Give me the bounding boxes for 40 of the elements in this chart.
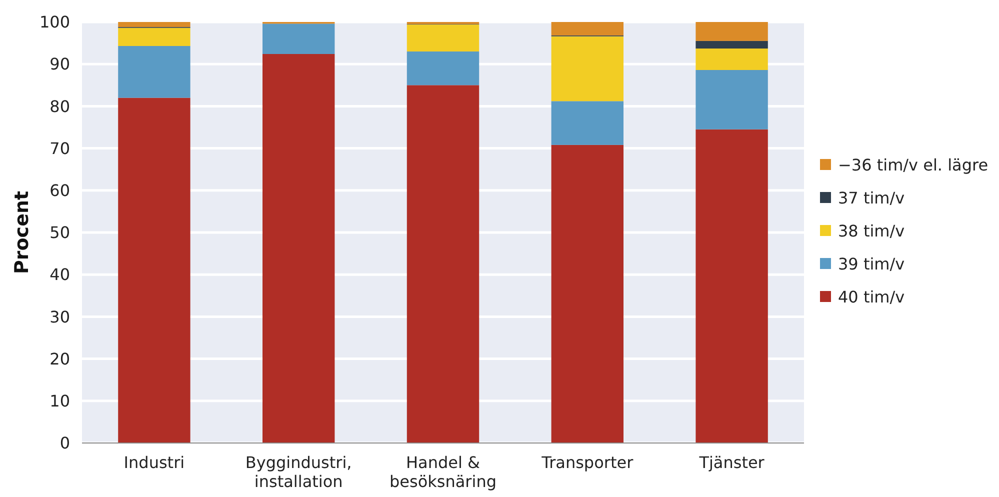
- legend-label: −36 tim/v el. lägre: [838, 156, 988, 175]
- bar: [262, 54, 335, 443]
- bar: [696, 40, 768, 49]
- legend-label: 39 tim/v: [838, 254, 905, 274]
- y-tick-label: 20: [50, 349, 70, 368]
- y-tick-label: 40: [50, 265, 70, 284]
- y-tick-label: 0: [60, 434, 70, 453]
- bar: [118, 46, 190, 98]
- bar: [551, 22, 624, 36]
- y-tick-label: 50: [50, 223, 70, 242]
- bar: [262, 24, 335, 54]
- y-tick-label: 90: [50, 54, 70, 74]
- y-tick-label: 80: [50, 96, 70, 116]
- legend-label: 37 tim/v: [838, 188, 905, 208]
- y-tick-label: 60: [50, 181, 70, 200]
- y-axis-title: Procent: [11, 190, 33, 274]
- bar: [118, 28, 190, 46]
- bar: [696, 48, 768, 70]
- y-tick-label: 100: [39, 12, 70, 32]
- bar: [406, 85, 480, 443]
- legend-label: 40 tim/v: [838, 288, 905, 307]
- bar: [551, 101, 624, 145]
- x-tick-label: Transporter: [540, 453, 634, 472]
- bar: [551, 36, 624, 102]
- bar: [551, 144, 624, 443]
- bar: [118, 98, 190, 443]
- x-tick-label: Handel & besöksnäring: [390, 453, 496, 491]
- bar: [406, 24, 480, 52]
- x-tick-label: Industri: [124, 453, 185, 472]
- bar: [696, 129, 768, 443]
- bar: [406, 51, 480, 86]
- y-tick-label: 30: [50, 307, 70, 326]
- bar: [696, 70, 768, 130]
- x-tick-label: Byggindustri, installation: [245, 453, 352, 491]
- bar: [696, 22, 768, 41]
- y-tick-label: 70: [50, 138, 70, 158]
- legend-label: 38 tim/v: [838, 222, 905, 241]
- bar: [118, 22, 190, 28]
- x-tick-label: Tjänster: [698, 453, 765, 472]
- y-tick-label: 10: [50, 392, 70, 410]
